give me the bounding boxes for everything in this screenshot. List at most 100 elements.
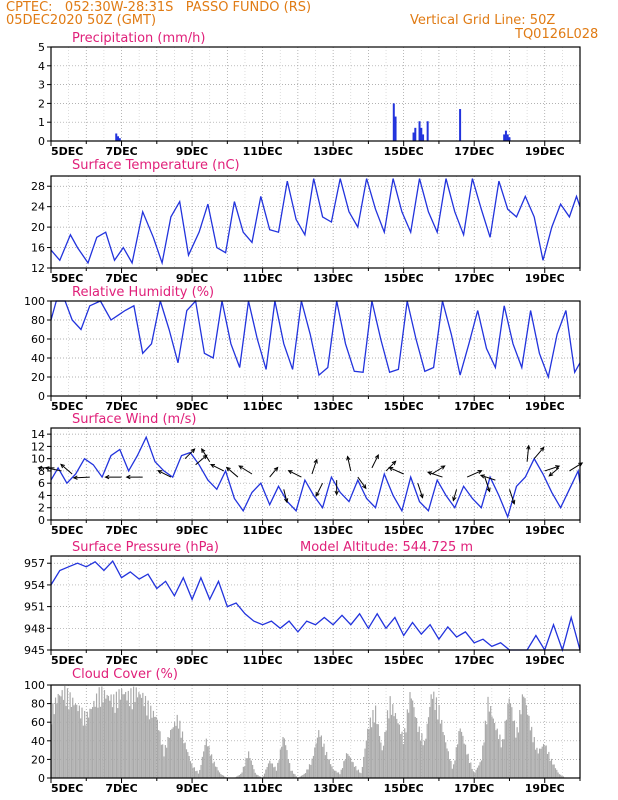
wind-arrows	[37, 444, 584, 505]
cloud-bar	[54, 697, 57, 778]
cloud-bar	[220, 774, 222, 778]
wind-arrow	[484, 476, 491, 492]
cloud-bar	[106, 694, 108, 778]
wind-arrow	[347, 456, 352, 472]
cloud-bar	[426, 723, 428, 778]
cloud-bar	[560, 774, 562, 778]
cloud-bar	[529, 730, 531, 778]
cloud-bar	[315, 743, 317, 778]
cloud-bar	[454, 760, 456, 778]
cloud-bar	[376, 724, 378, 778]
cloud-bar	[396, 718, 398, 778]
cloud-bar	[393, 716, 395, 778]
cloud-bar	[457, 744, 459, 778]
cloud-bar	[269, 760, 271, 778]
panel-frame	[50, 555, 581, 651]
cloud-bar	[521, 694, 524, 778]
cloud-bar	[81, 707, 83, 778]
cloud-bar	[536, 747, 538, 778]
cloud-bar	[330, 764, 332, 778]
cloud-bar	[146, 715, 148, 778]
cloud-bar	[164, 745, 166, 778]
cloud-bar	[495, 730, 497, 778]
cloud-bar	[380, 742, 382, 778]
wind-arrow-head	[374, 454, 379, 460]
cloud-bar	[135, 687, 137, 778]
cloud-bar	[494, 723, 496, 778]
cloud-bar	[294, 774, 296, 778]
cloud-bar	[72, 697, 74, 778]
cloud-bar	[69, 692, 71, 778]
cloud-bar	[287, 759, 289, 778]
cloud-bar	[237, 775, 239, 778]
cloud-bar	[467, 753, 469, 778]
cloud-bar	[114, 712, 116, 778]
cloud-bar	[558, 774, 561, 778]
cloud-bar	[205, 738, 207, 778]
cloud-bar	[257, 774, 259, 778]
x-tick-label: 11DEC	[243, 145, 283, 158]
cloud-bar	[417, 731, 419, 778]
y-tick-label: 6	[38, 477, 45, 490]
cloud-bar	[286, 750, 288, 778]
wind-arrow	[157, 470, 172, 478]
cloud-bar	[115, 691, 117, 778]
x-tick-label: 9DEC	[176, 145, 208, 158]
wind-arrow	[533, 447, 545, 459]
cloud-bar	[267, 763, 270, 778]
cloud-bar	[304, 773, 307, 778]
cloud-bar	[203, 751, 205, 778]
x-tick-label: 7DEC	[105, 400, 137, 413]
y-tick-label: 951	[24, 601, 45, 614]
y-tick-label: 0	[38, 135, 45, 148]
cloud-bar	[550, 758, 553, 778]
cloud-bar	[533, 737, 535, 778]
wind-arrow	[45, 467, 62, 472]
cloud-bar	[143, 706, 145, 778]
cloud-bar	[328, 759, 330, 778]
cloud-bar	[445, 742, 447, 778]
x-tick-label: 19DEC	[525, 654, 565, 667]
cloud-bar	[168, 737, 170, 778]
cloud-bar	[90, 709, 92, 778]
x-axis: 5DEC 7DEC 9DEC 11DEC 13DEC 15DEC 17DEC 19DEC	[50, 778, 581, 795]
cloud-bar	[70, 706, 73, 778]
y-tick-label: 4	[38, 489, 45, 502]
y-tick-label: 40	[31, 735, 45, 748]
precip-bar	[418, 121, 421, 141]
cloud-bar	[119, 699, 121, 778]
x-tick-label: 13DEC	[313, 654, 353, 667]
cloud-bar	[367, 728, 369, 778]
cloud-bar	[553, 764, 555, 778]
cloud-bar	[498, 739, 500, 778]
cloud-bar	[369, 717, 371, 778]
cloud-bar	[265, 769, 267, 778]
y-tick-label: 954	[24, 579, 45, 592]
cloud-bar	[409, 692, 411, 778]
x-tick-label: 5DEC	[51, 272, 83, 285]
cloud-bar	[364, 748, 366, 778]
cloud-bar	[172, 727, 174, 778]
cloud-bar	[541, 746, 543, 778]
cloud-bar	[277, 762, 279, 778]
cloud-bar	[471, 768, 473, 778]
cloud-bar	[442, 731, 444, 778]
cloud-bar	[295, 776, 297, 778]
cloud-bar	[293, 773, 295, 778]
panel-title: Surface Pressure (hPa)	[72, 540, 219, 555]
cloud-bar	[140, 697, 143, 778]
cloud-bar	[459, 728, 461, 778]
cloud-bar	[552, 764, 554, 778]
x-tick-label: 15DEC	[384, 782, 424, 795]
cloud-bar	[91, 707, 94, 778]
cloud-bar	[131, 709, 133, 778]
cloud-bar	[95, 693, 98, 778]
cloud-bar	[430, 694, 432, 778]
cloud-bar	[511, 707, 513, 778]
x-tick-label: 5DEC	[51, 654, 83, 667]
cloud-bar	[447, 751, 449, 778]
cloud-bar	[517, 732, 520, 778]
wind-arrow-head	[334, 490, 339, 496]
cloud-bar	[281, 746, 283, 778]
cloud-bar	[470, 762, 472, 778]
